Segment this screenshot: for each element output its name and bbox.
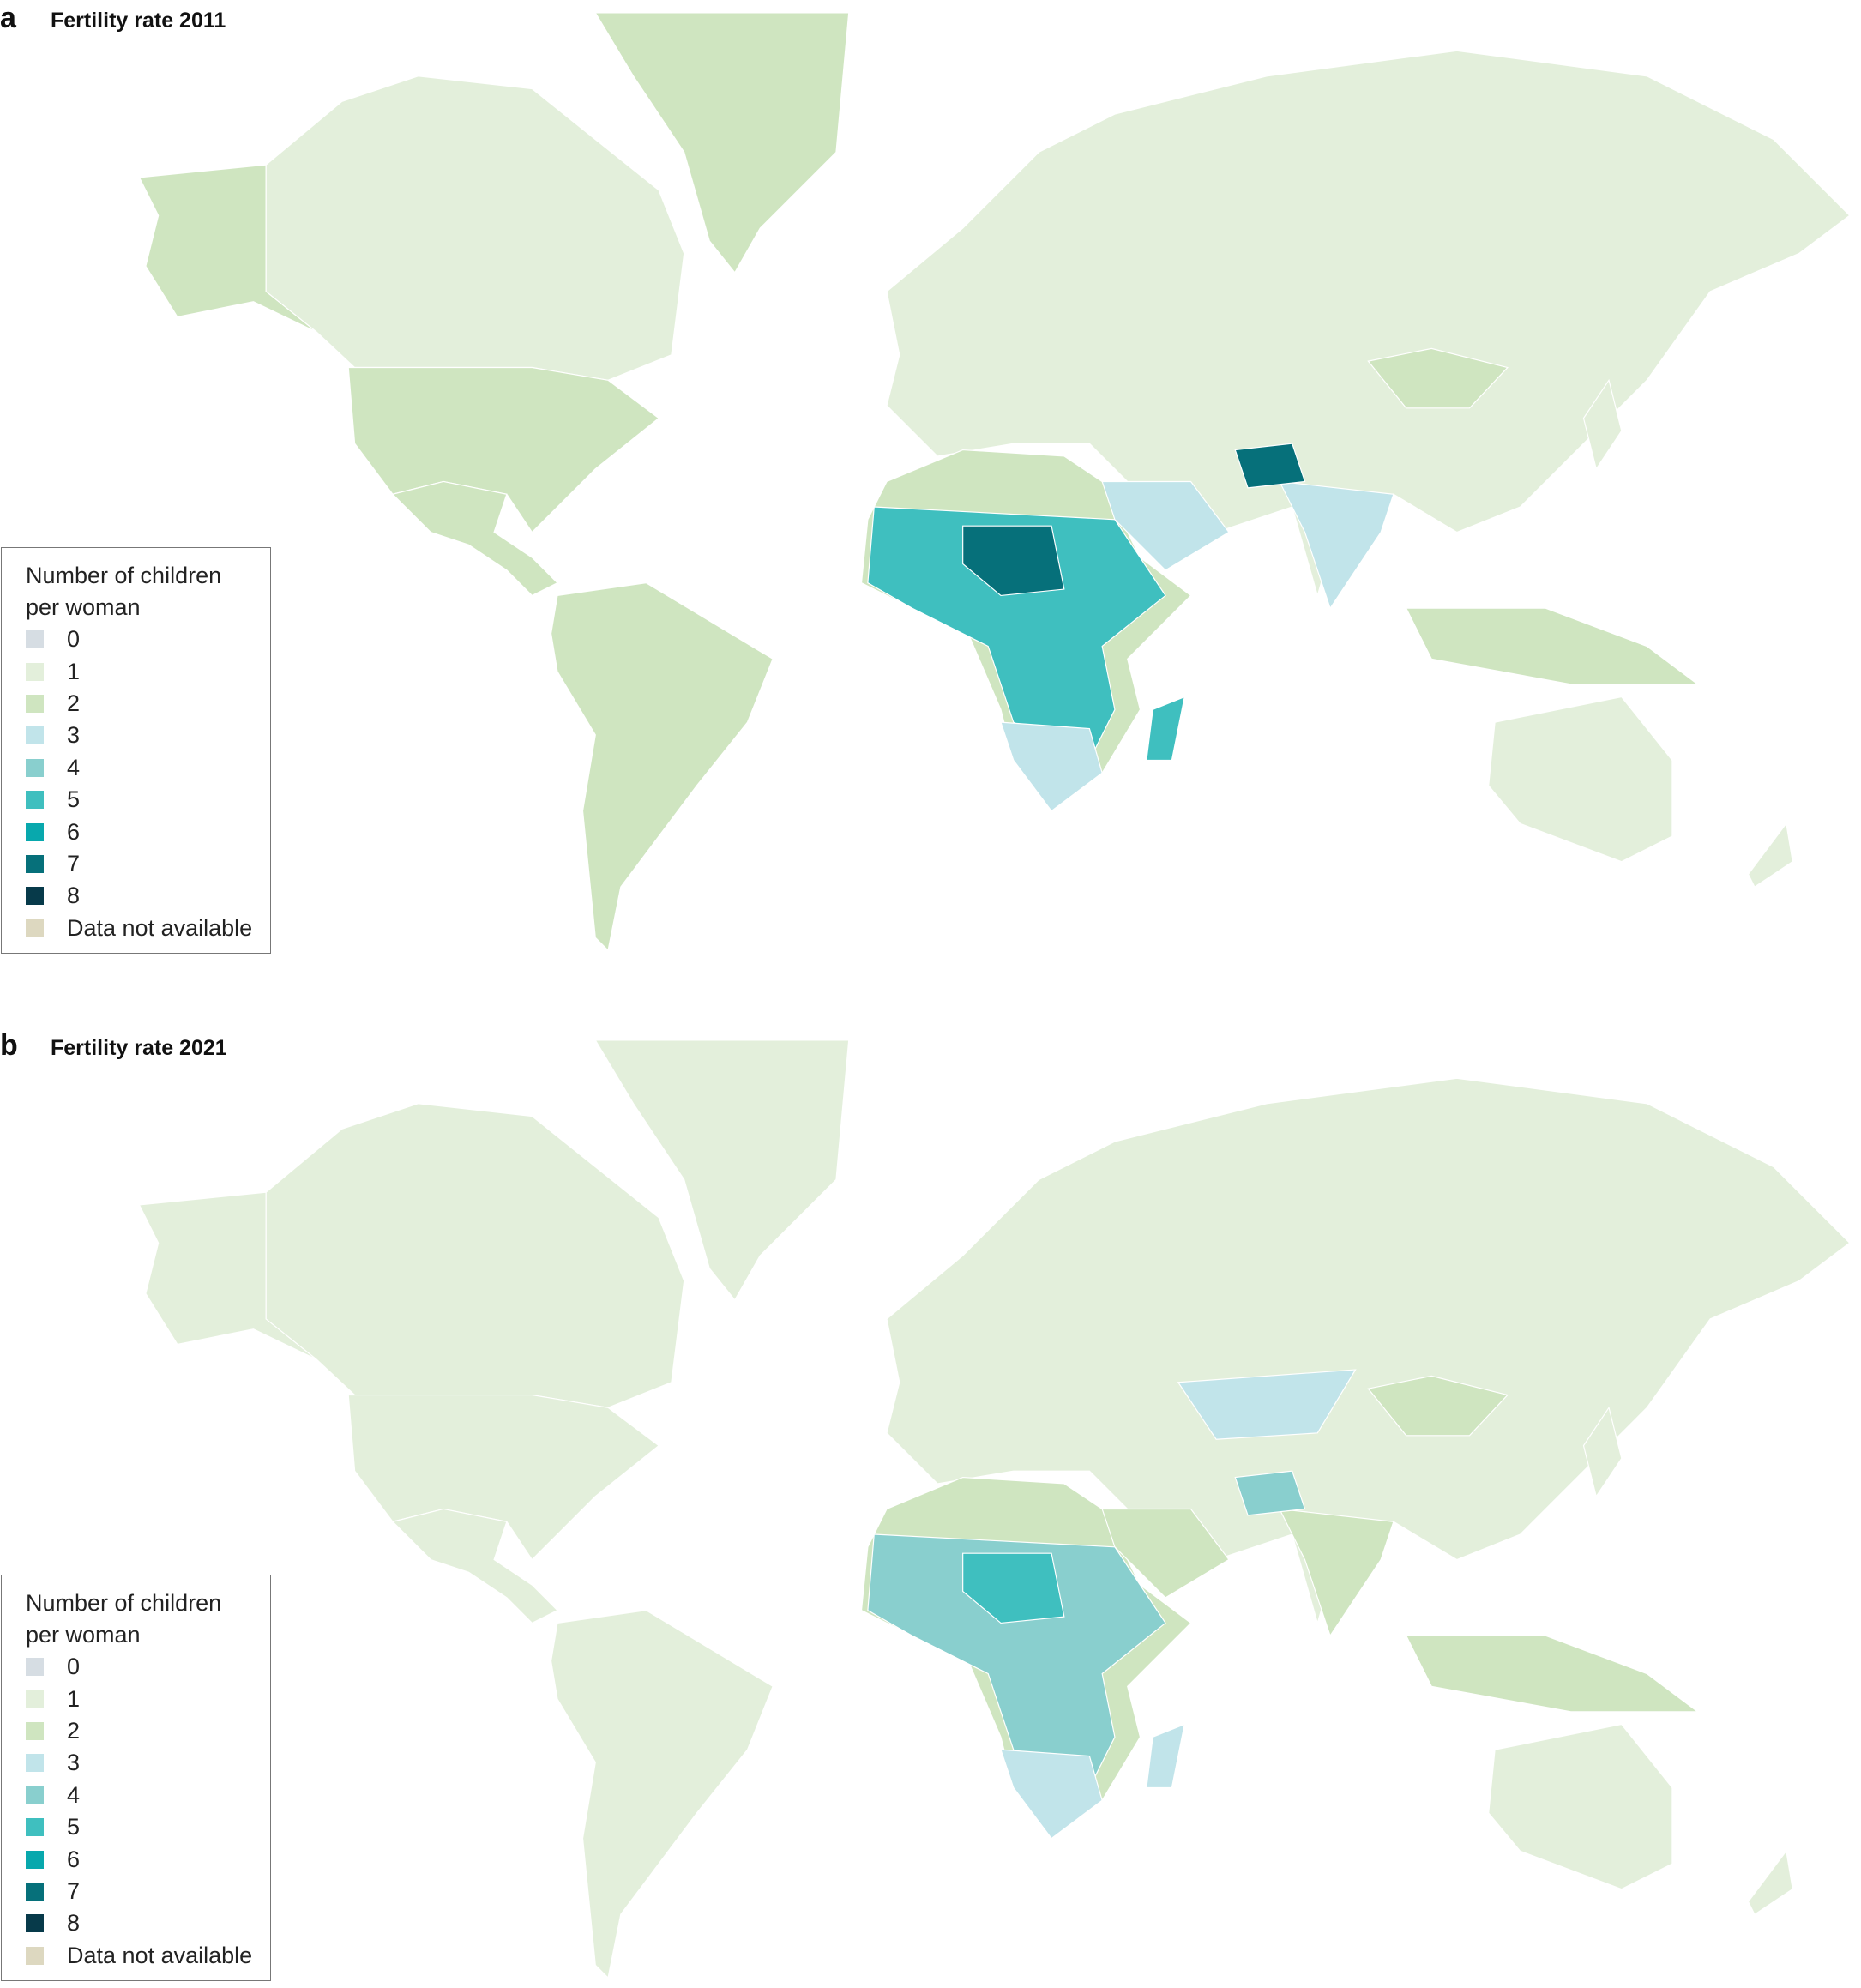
panel-title: Fertility rate 2021 [51, 1036, 227, 1060]
legend-label: 5 [67, 786, 81, 813]
legend-label: 4 [67, 1781, 81, 1808]
legend-label: 5 [67, 1814, 81, 1840]
region [1747, 1850, 1793, 1915]
legend-item: 6 [26, 1843, 270, 1875]
legend-item: 8 [26, 880, 270, 912]
legend-swatch [26, 1850, 44, 1869]
region [1487, 1723, 1673, 1890]
legend-swatch [26, 1690, 44, 1708]
legend-item: 0 [26, 1651, 270, 1683]
legend-item: Data not available [26, 913, 270, 944]
legend-item: 2 [26, 688, 270, 720]
legend-label: 4 [67, 754, 81, 780]
legend-swatch [26, 1914, 44, 1933]
legend-label: 6 [67, 1846, 81, 1872]
legend-swatch [26, 1658, 44, 1677]
region [1234, 1470, 1306, 1516]
region [265, 1103, 685, 1409]
legend-label: 1 [67, 658, 81, 684]
legend-item: 7 [26, 848, 270, 880]
legend-label: Data not available [67, 914, 253, 941]
legend-swatch [26, 822, 44, 841]
region [1405, 1635, 1699, 1713]
legend-item: 3 [26, 720, 270, 751]
legend-swatch [26, 758, 44, 777]
region [347, 1394, 659, 1561]
legend-item: 3 [26, 1747, 270, 1779]
legend-label: 1 [67, 1685, 81, 1712]
panel-label: a [0, 2, 16, 34]
region [347, 366, 659, 533]
region [1146, 696, 1185, 762]
legend-label: 8 [67, 1910, 81, 1937]
legend: Number of children per woman 0 1 2 3 4 5 6 7 8 Dat… [1, 547, 271, 954]
legend-item: 5 [26, 784, 270, 816]
region [550, 1609, 774, 1979]
legend-item: 7 [26, 1876, 270, 1907]
region [1747, 822, 1793, 888]
legend-item: 1 [26, 1683, 270, 1714]
legend-label: 6 [67, 818, 81, 845]
legend-swatch [26, 1946, 44, 1965]
legend-label: 3 [67, 722, 81, 749]
legend-item: 8 [26, 1907, 270, 1939]
legend-swatch [26, 887, 44, 906]
legend-label: 7 [67, 1877, 81, 1904]
legend-title: Number of children per woman [26, 1590, 222, 1648]
legend-swatch [26, 630, 44, 649]
legend-swatch [26, 1786, 44, 1804]
map-2011 [138, 12, 1851, 951]
legend-item: 4 [26, 752, 270, 784]
legend-item: 0 [26, 624, 270, 655]
panel-label: b [0, 1029, 18, 1062]
legend-swatch [26, 1882, 44, 1901]
region [1405, 607, 1699, 685]
panel-title: Fertility rate 2011 [51, 9, 226, 33]
legend: Number of children per woman 0 1 2 3 4 5 6 7 8 Dat… [1, 1575, 271, 1981]
region [1000, 1749, 1103, 1840]
legend-item: Data not available [26, 1940, 270, 1972]
legend-swatch [26, 1754, 44, 1773]
region [1279, 1508, 1394, 1636]
legend-label: 2 [67, 1717, 81, 1744]
map-2021 [138, 1039, 1851, 1979]
legend-swatch [26, 662, 44, 681]
region [1487, 696, 1673, 863]
region [1000, 721, 1103, 812]
legend-label: 8 [67, 883, 81, 909]
legend-label: 7 [67, 850, 81, 877]
legend-item: 1 [26, 655, 270, 687]
legend-label: 2 [67, 690, 81, 716]
legend-title: Number of children per woman [26, 563, 222, 620]
region [265, 75, 685, 382]
legend-item: 6 [26, 816, 270, 847]
legend-label: 0 [67, 626, 81, 653]
region [550, 581, 774, 951]
legend-item: 2 [26, 1715, 270, 1747]
region [1279, 480, 1394, 609]
legend-swatch [26, 694, 44, 713]
legend-swatch [26, 1721, 44, 1740]
legend-swatch [26, 854, 44, 873]
legend-swatch [26, 1818, 44, 1837]
legend-label: 3 [67, 1750, 81, 1776]
legend-swatch [26, 919, 44, 937]
legend-item: 4 [26, 1780, 270, 1811]
region [1234, 443, 1306, 489]
legend-swatch [26, 791, 44, 810]
legend-swatch [26, 726, 44, 745]
legend-item: 5 [26, 1811, 270, 1843]
region [1146, 1723, 1185, 1789]
legend-label: Data not available [67, 1942, 253, 1968]
legend-label: 0 [67, 1654, 81, 1680]
